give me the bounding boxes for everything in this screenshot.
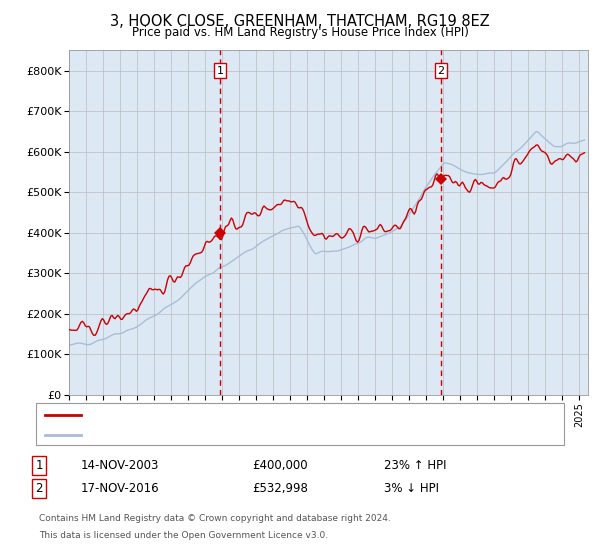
Text: 3, HOOK CLOSE, GREENHAM, THATCHAM, RG19 8EZ: 3, HOOK CLOSE, GREENHAM, THATCHAM, RG19 … <box>110 14 490 29</box>
Text: 3, HOOK CLOSE, GREENHAM, THATCHAM, RG19 8EZ (detached house): 3, HOOK CLOSE, GREENHAM, THATCHAM, RG19 … <box>87 410 452 420</box>
Text: 2: 2 <box>437 66 445 76</box>
Text: 3% ↓ HPI: 3% ↓ HPI <box>384 482 439 495</box>
Text: 1: 1 <box>35 459 43 473</box>
Text: This data is licensed under the Open Government Licence v3.0.: This data is licensed under the Open Gov… <box>39 531 328 540</box>
Text: 1: 1 <box>217 66 223 76</box>
Text: £532,998: £532,998 <box>252 482 308 495</box>
Text: Contains HM Land Registry data © Crown copyright and database right 2024.: Contains HM Land Registry data © Crown c… <box>39 514 391 523</box>
Text: 2: 2 <box>35 482 43 495</box>
Text: 17-NOV-2016: 17-NOV-2016 <box>81 482 160 495</box>
Text: Price paid vs. HM Land Registry's House Price Index (HPI): Price paid vs. HM Land Registry's House … <box>131 26 469 39</box>
Text: 23% ↑ HPI: 23% ↑ HPI <box>384 459 446 473</box>
Text: HPI: Average price, detached house, West Berkshire: HPI: Average price, detached house, West… <box>87 430 358 440</box>
Bar <box>220 50 441 395</box>
Text: 14-NOV-2003: 14-NOV-2003 <box>81 459 160 473</box>
Text: £400,000: £400,000 <box>252 459 308 473</box>
